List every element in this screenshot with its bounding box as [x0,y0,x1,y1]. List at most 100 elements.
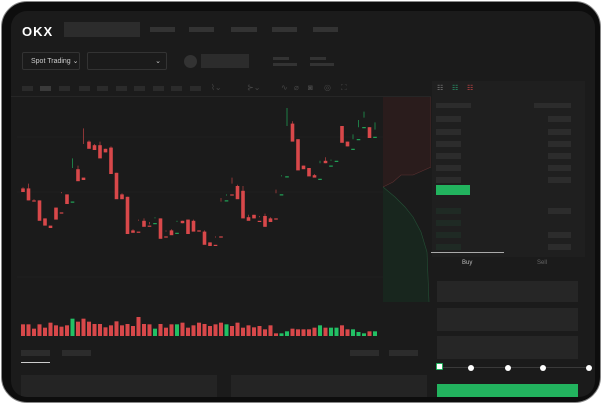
price-input[interactable] [437,281,578,302]
orderbook-price[interactable] [436,232,461,238]
volume-bar [142,324,146,336]
orderbook-price[interactable] [436,141,461,147]
slider-handle[interactable] [436,363,443,370]
volume-bar [109,325,113,336]
nav-item[interactable] [231,27,257,32]
orderbook-price[interactable] [436,208,461,214]
filter-button[interactable] [389,350,418,356]
candle-body [257,220,262,222]
candle-body [114,172,119,200]
candle-body [208,242,212,246]
stat-value [310,63,334,66]
indicator-icon[interactable]: ⊱⌄ [247,83,261,92]
candle-body [186,219,190,234]
tab-order-history[interactable] [62,350,91,356]
candle-body [175,232,179,234]
filter-button[interactable] [350,350,379,356]
settings-icon[interactable]: ◎ [324,83,331,92]
timeframe-button[interactable] [190,86,201,91]
orderbook-size [548,244,571,250]
line-icon[interactable]: ∿ [281,83,288,92]
volume-bar [373,331,377,336]
volume-bar [87,321,91,336]
buy-submit-button[interactable] [437,384,578,397]
volume-bar [213,324,218,336]
candle-body [180,220,185,224]
tab-buy[interactable]: Buy [462,260,473,266]
candle-type-icon[interactable]: ⌇⌄ [211,83,222,92]
camera-icon[interactable]: ◙ [308,83,313,92]
volume-bar [180,322,185,336]
candle-body [158,218,163,239]
candle-body [147,225,152,227]
timeframe-button[interactable] [79,86,90,91]
fullscreen-icon[interactable]: ⛶ [341,83,347,92]
tab-open-orders[interactable] [21,350,50,356]
timeframe-button[interactable] [171,86,182,91]
nav-item[interactable] [150,27,175,32]
candle-body [219,236,223,238]
volume-bar [120,325,124,336]
nav-item[interactable] [189,27,214,32]
candle-body [285,176,289,178]
candle-body [81,177,86,180]
candle-body [373,136,377,138]
timeframe-button[interactable] [59,86,70,91]
volume-bar [312,327,317,336]
timeframe-button[interactable] [116,86,127,91]
timeframe-button[interactable] [40,86,51,91]
candle-body [356,139,361,141]
volume-bar [92,324,97,336]
pair-dropdown[interactable]: ⌄ [87,52,167,70]
orderbook-price[interactable] [436,153,461,159]
slider-mark-25[interactable] [468,365,474,371]
volume-bar [285,331,289,336]
volume-bar [290,328,295,336]
orderbook-price[interactable] [436,129,461,135]
nav-item[interactable] [272,27,297,32]
slider-mark-75[interactable] [540,365,546,371]
header-search-placeholder[interactable] [64,22,140,37]
slider-mark-50[interactable] [505,365,511,371]
nav-item[interactable] [313,27,338,32]
candle-body [103,148,108,153]
orderbook-price[interactable] [436,116,461,122]
percent-slider[interactable] [439,367,589,368]
candle-body [54,207,58,220]
volume-bar [351,329,355,336]
orderbook-price[interactable] [436,177,461,183]
candle-body [230,194,234,196]
candle-body [87,141,91,149]
timeframe-button[interactable] [97,86,108,91]
candle-body [241,190,245,219]
volume-bar [257,326,262,336]
orderbook-bids-icon[interactable]: ☷ [452,85,459,92]
volume-bar [21,324,25,336]
tab-sell[interactable]: Sell [537,260,548,266]
chevron-down-icon: ⌄ [72,58,79,65]
volume-bar [334,327,339,336]
candlestick-chart[interactable] [17,97,383,337]
timeframe-button[interactable] [134,86,145,91]
tab-underline [21,362,50,363]
spot-trading-button[interactable]: Spot Trading ⌄ [22,52,80,70]
ruler-icon[interactable]: ⌀ [294,83,299,92]
orderbook-price[interactable] [436,244,461,250]
candle-body [164,236,168,238]
volume-bar [169,324,174,336]
orderbook-both-icon[interactable]: ☷ [437,85,444,92]
volume-bar [307,329,311,336]
orderbook-price[interactable] [436,220,461,226]
volume-bar [37,324,42,336]
orderbook-asks-icon[interactable]: ☷ [467,85,474,92]
amount-input[interactable] [437,308,578,331]
orderbook-price[interactable] [436,165,461,171]
timeframe-button[interactable] [22,86,33,91]
pair-name-placeholder [201,54,249,68]
total-input[interactable] [437,336,578,359]
slider-mark-100[interactable] [586,365,592,371]
candle-body [98,145,102,159]
volume-bar [48,322,53,336]
timeframe-button[interactable] [153,86,164,91]
volume-bar [153,328,157,336]
